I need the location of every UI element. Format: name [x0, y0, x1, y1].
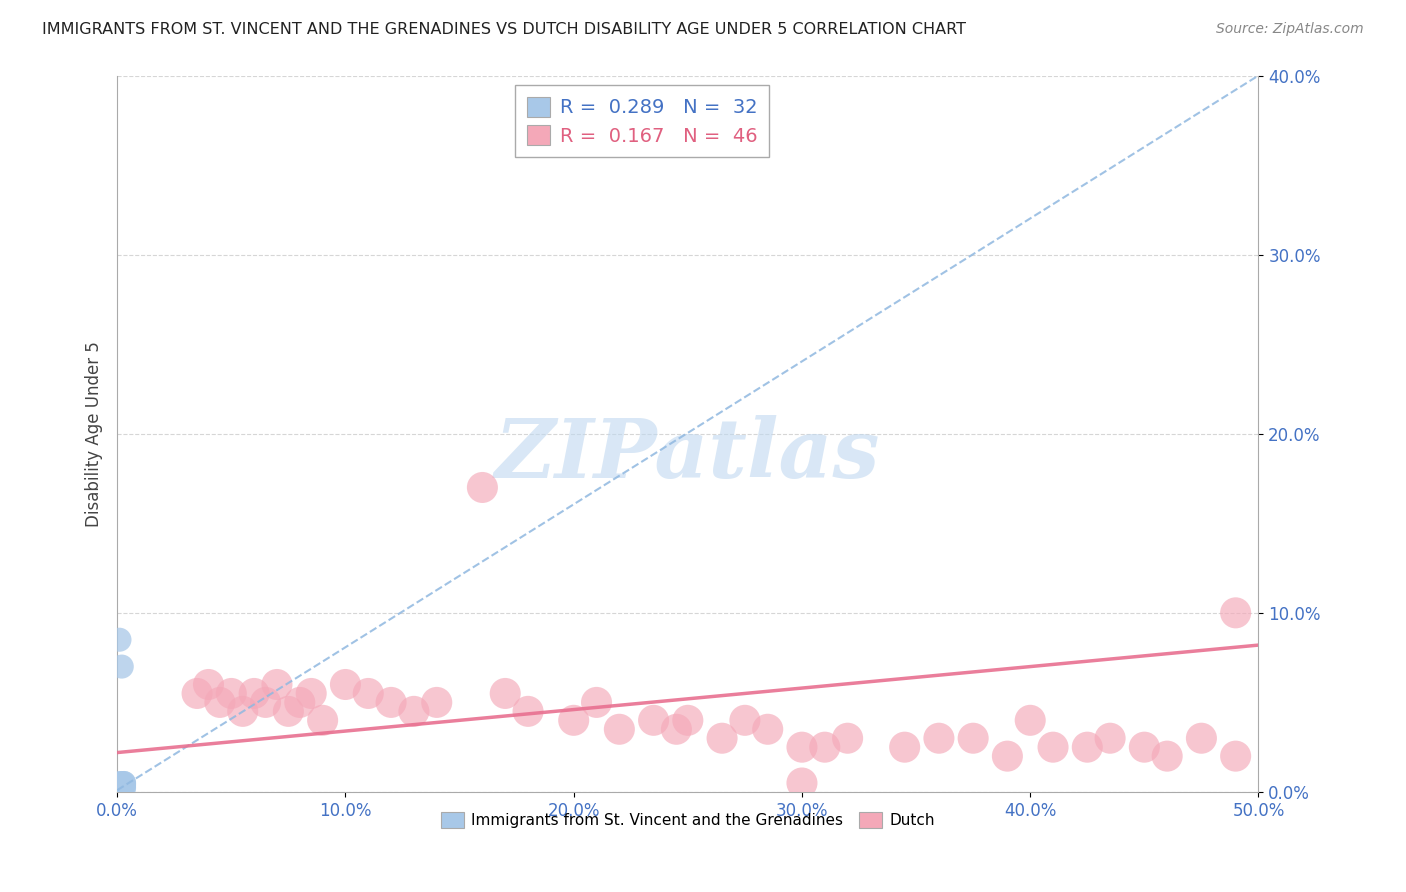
- Point: [1019, 714, 1042, 728]
- Point: [837, 731, 859, 746]
- Point: [111, 780, 134, 794]
- Point: [734, 714, 756, 728]
- Point: [426, 695, 449, 709]
- Point: [928, 731, 950, 746]
- Point: [108, 781, 131, 796]
- Point: [108, 780, 131, 794]
- Point: [111, 778, 134, 792]
- Point: [108, 776, 131, 790]
- Point: [790, 740, 813, 755]
- Point: [665, 723, 688, 737]
- Point: [288, 695, 311, 709]
- Text: ZIPatlas: ZIPatlas: [495, 416, 880, 495]
- Point: [790, 776, 813, 790]
- Point: [112, 781, 135, 796]
- Point: [111, 781, 134, 796]
- Point: [335, 677, 357, 691]
- Point: [108, 632, 131, 647]
- Point: [186, 686, 208, 700]
- Point: [311, 714, 333, 728]
- Point: [471, 480, 494, 494]
- Point: [232, 704, 254, 718]
- Text: IMMIGRANTS FROM ST. VINCENT AND THE GRENADINES VS DUTCH DISABILITY AGE UNDER 5 C: IMMIGRANTS FROM ST. VINCENT AND THE GREN…: [42, 22, 966, 37]
- Point: [111, 776, 134, 790]
- Point: [893, 740, 915, 755]
- Point: [357, 686, 380, 700]
- Point: [108, 781, 131, 796]
- Point: [243, 686, 266, 700]
- Point: [111, 783, 134, 797]
- Point: [402, 704, 425, 718]
- Point: [108, 783, 131, 797]
- Point: [1133, 740, 1156, 755]
- Point: [1156, 749, 1178, 764]
- Point: [380, 695, 402, 709]
- Point: [111, 783, 134, 797]
- Point: [562, 714, 585, 728]
- Point: [585, 695, 607, 709]
- Point: [643, 714, 665, 728]
- Point: [197, 677, 219, 691]
- Point: [221, 686, 243, 700]
- Point: [111, 659, 134, 673]
- Point: [112, 776, 135, 790]
- Text: Source: ZipAtlas.com: Source: ZipAtlas.com: [1216, 22, 1364, 37]
- Point: [254, 695, 277, 709]
- Point: [108, 783, 131, 797]
- Point: [111, 781, 134, 796]
- Point: [111, 783, 134, 797]
- Point: [111, 783, 134, 797]
- Point: [299, 686, 322, 700]
- Point: [1225, 606, 1247, 620]
- Point: [108, 781, 131, 796]
- Point: [814, 740, 837, 755]
- Point: [995, 749, 1018, 764]
- Point: [1076, 740, 1098, 755]
- Point: [111, 781, 134, 796]
- Point: [517, 704, 540, 718]
- Point: [711, 731, 734, 746]
- Point: [111, 783, 134, 797]
- Point: [1189, 731, 1212, 746]
- Point: [609, 723, 631, 737]
- Point: [111, 780, 134, 794]
- Point: [111, 781, 134, 796]
- Point: [676, 714, 699, 728]
- Point: [108, 778, 131, 792]
- Point: [108, 783, 131, 797]
- Point: [494, 686, 516, 700]
- Point: [1099, 731, 1122, 746]
- Point: [277, 704, 299, 718]
- Point: [108, 783, 131, 797]
- Point: [756, 723, 779, 737]
- Point: [112, 778, 135, 792]
- Point: [112, 780, 135, 794]
- Y-axis label: Disability Age Under 5: Disability Age Under 5: [86, 341, 103, 526]
- Point: [266, 677, 288, 691]
- Point: [1225, 749, 1247, 764]
- Point: [112, 776, 135, 790]
- Point: [962, 731, 984, 746]
- Point: [208, 695, 231, 709]
- Legend: Immigrants from St. Vincent and the Grenadines, Dutch: Immigrants from St. Vincent and the Gren…: [434, 806, 941, 835]
- Point: [108, 780, 131, 794]
- Point: [108, 783, 131, 797]
- Point: [1042, 740, 1064, 755]
